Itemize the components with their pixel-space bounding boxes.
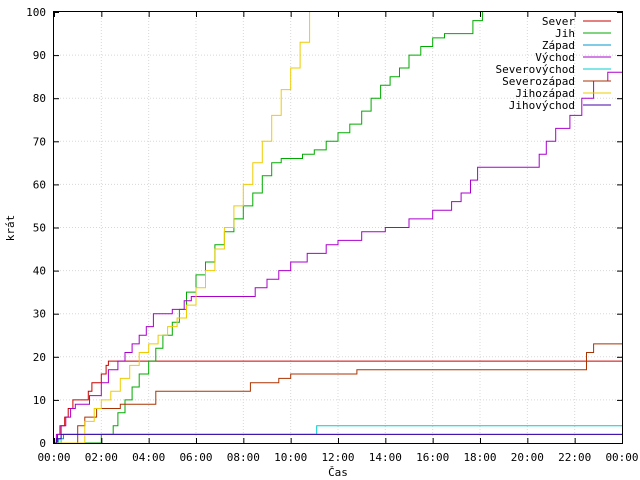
y-tick-label: 80 xyxy=(33,92,46,105)
legend-label: Jihovýchod xyxy=(509,99,575,112)
x-axis-label: Čas xyxy=(328,466,348,479)
y-tick-label: 0 xyxy=(39,437,46,450)
y-tick-label: 30 xyxy=(33,308,46,321)
x-tick-label: 00:00 xyxy=(605,451,638,464)
series-line-Sever xyxy=(54,360,622,443)
series-line-Východ xyxy=(54,71,622,443)
legend-label: Severovýchod xyxy=(496,63,575,76)
y-tick-label: 60 xyxy=(33,178,46,191)
x-tick-label: 04:00 xyxy=(132,451,165,464)
legend-label: Severozápad xyxy=(502,75,575,88)
plot-frame xyxy=(53,11,623,444)
y-axis-label: krát xyxy=(4,215,17,242)
x-tick-label: 10:00 xyxy=(274,451,307,464)
series-line-Jihovýchod xyxy=(54,433,622,443)
x-tick-label: 16:00 xyxy=(416,451,449,464)
legend-label: Východ xyxy=(535,51,575,64)
y-tick-label: 10 xyxy=(33,394,46,407)
x-tick-label: 08:00 xyxy=(227,451,260,464)
x-tick-label: 06:00 xyxy=(179,451,212,464)
y-tick-label: 40 xyxy=(33,265,46,278)
x-tick-label: 00:00 xyxy=(37,451,70,464)
legend-label: Jihozápad xyxy=(515,87,575,100)
y-tick-label: 90 xyxy=(33,49,46,62)
x-tick-label: 20:00 xyxy=(511,451,544,464)
x-tick-label: 18:00 xyxy=(463,451,496,464)
x-tick-label: 14:00 xyxy=(369,451,402,464)
legend: SeverJihZápadVýchodSeverovýchodSeverozáp… xyxy=(496,15,611,112)
y-tick-label: 50 xyxy=(33,222,46,235)
legend-label: Sever xyxy=(542,15,575,28)
y-tick-label: 70 xyxy=(33,135,46,148)
series-line-Severozápad xyxy=(54,343,622,443)
series-line-Jih xyxy=(54,12,483,443)
y-tick-label: 20 xyxy=(33,351,46,364)
y-tick-label: 100 xyxy=(26,6,46,19)
x-tick-label: 12:00 xyxy=(321,451,354,464)
series-lines xyxy=(54,12,622,443)
legend-label: Jih xyxy=(555,27,575,40)
series-line-Jihozápad xyxy=(54,12,311,443)
legend-label: Západ xyxy=(542,39,575,52)
axis-ticks: 00:00 02:00 04:00 06:00 08:00 10:00 12:00 14:00… xyxy=(26,6,638,464)
x-tick-label: 22:00 xyxy=(558,451,591,464)
x-tick-label: 02:00 xyxy=(85,451,118,464)
